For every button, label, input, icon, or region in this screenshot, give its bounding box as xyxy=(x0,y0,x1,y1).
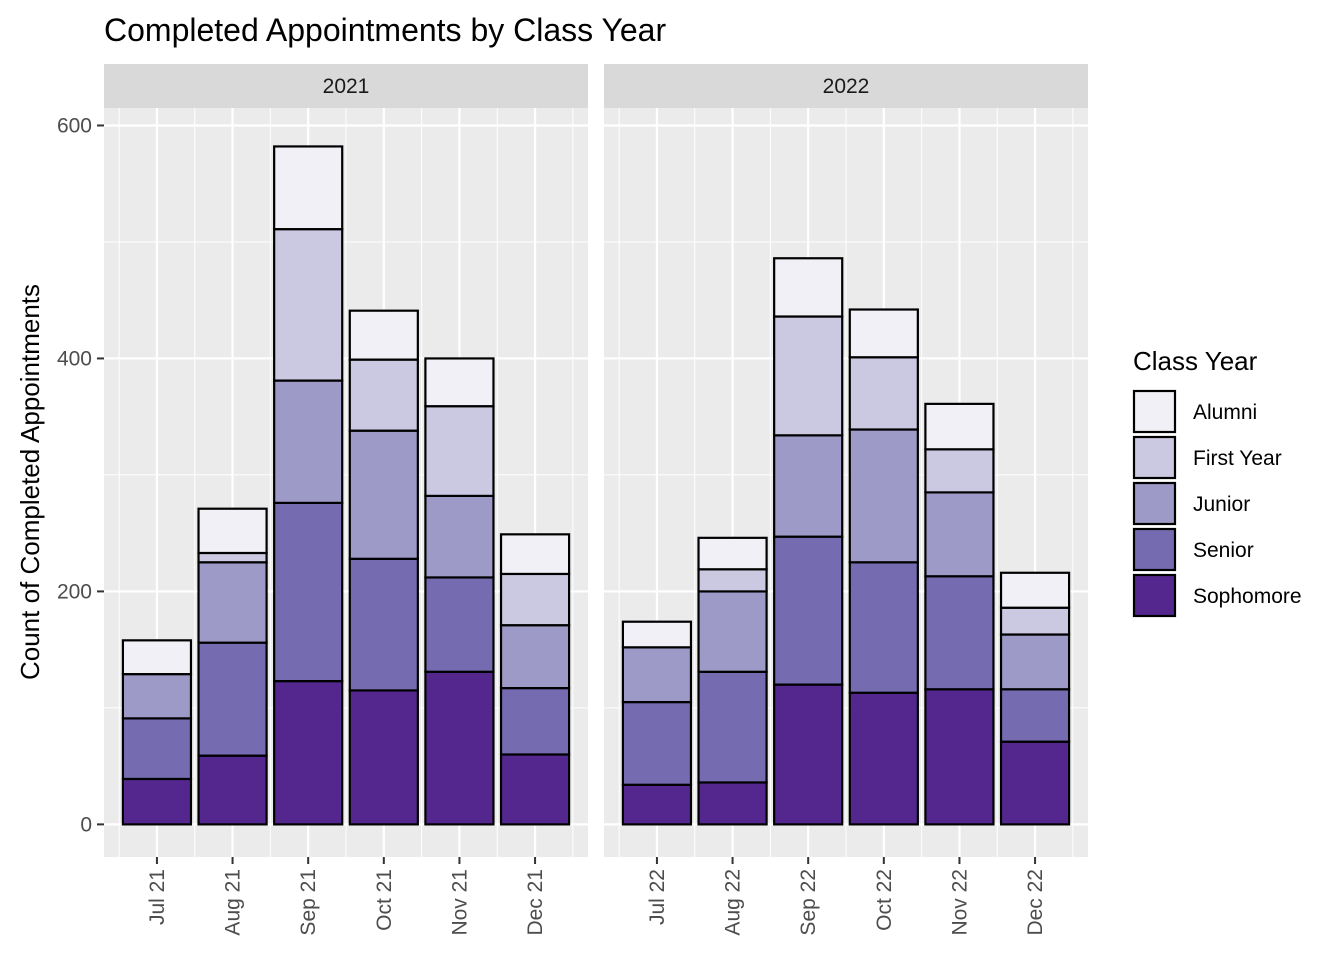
bar-senior xyxy=(273,501,344,683)
legend-label: Junior xyxy=(1193,493,1250,516)
chart-panels: 2021 Jul 21 Aug 21 Sep 21 Oct 21 Nov 21 Dec 21… xyxy=(104,64,1088,936)
bar-alumni xyxy=(197,507,268,555)
bar-alumni xyxy=(621,620,693,649)
bar-sophomore xyxy=(848,691,919,826)
bar-sophomore xyxy=(924,688,995,826)
chart-title: Completed Appointments by Class Year xyxy=(104,12,666,48)
bar-junior xyxy=(773,434,844,538)
bar-senior xyxy=(773,535,844,686)
legend-label: First Year xyxy=(1193,447,1282,470)
bar-first-year xyxy=(197,551,268,564)
bar-sophomore xyxy=(348,689,419,826)
legend-label: Sophomore xyxy=(1193,585,1302,608)
y-axis-title: Count of Completed Appointments xyxy=(15,284,45,680)
bar-alumni xyxy=(924,402,995,451)
y-tick-label: 200 xyxy=(57,580,92,603)
bar-sophomore xyxy=(499,753,571,826)
bar-senior xyxy=(197,641,268,757)
bar-alumni xyxy=(848,308,919,359)
bar-junior xyxy=(499,624,571,690)
legend-key-sophomore xyxy=(1132,573,1177,618)
bar-alumni xyxy=(499,533,571,576)
legend-label: Alumni xyxy=(1193,401,1257,424)
x-tick-label: Aug 21 xyxy=(222,869,245,936)
bar-sophomore xyxy=(121,777,193,826)
y-tick-label: 400 xyxy=(57,347,92,370)
panel-2022: 2022 Jul 22 Aug 22 Sep 22 Oct 22 Nov 22 Dec 22 xyxy=(604,64,1088,936)
bar-first-year xyxy=(773,315,844,437)
bar-junior xyxy=(424,494,495,579)
legend-key-first-year xyxy=(1132,435,1177,480)
bar-sophomore xyxy=(773,683,844,826)
legend-title: Class Year xyxy=(1133,346,1258,376)
bar-sophomore xyxy=(197,754,268,826)
bar-junior xyxy=(348,429,419,560)
y-tick-label: 600 xyxy=(57,114,92,137)
bar-alumni xyxy=(999,571,1071,609)
bar-senior xyxy=(621,700,693,786)
bar-alumni xyxy=(773,257,844,318)
x-tick-label: Aug 22 xyxy=(722,869,745,936)
bar-junior xyxy=(121,673,193,720)
y-axis: 0 200 400 600 xyxy=(57,114,104,836)
bar-sophomore xyxy=(424,670,495,826)
bar-senior xyxy=(999,688,1071,743)
x-tick-label: Sep 22 xyxy=(797,869,820,936)
bar-senior xyxy=(121,717,193,781)
bar-senior xyxy=(924,575,995,691)
x-tick-label: Dec 21 xyxy=(524,869,547,936)
bar-senior xyxy=(424,576,495,673)
bar-first-year xyxy=(848,356,919,431)
bar-first-year xyxy=(924,448,995,494)
bar-junior xyxy=(697,590,768,673)
bar-alumni xyxy=(273,145,344,231)
x-tick-label: Oct 21 xyxy=(373,869,396,931)
legend-key-senior xyxy=(1132,527,1177,572)
facet-strip-label: 2021 xyxy=(323,75,370,98)
bar-first-year xyxy=(424,405,495,497)
bar-junior xyxy=(848,428,919,564)
bar-senior xyxy=(499,686,571,756)
panel-2021: 2021 Jul 21 Aug 21 Sep 21 Oct 21 Nov 21 Dec 21 xyxy=(104,64,588,936)
bar-alumni xyxy=(697,536,768,571)
x-tick-label: Oct 22 xyxy=(873,869,896,931)
bar-alumni xyxy=(424,357,495,408)
bar-first-year xyxy=(697,568,768,593)
bar-first-year xyxy=(273,228,344,382)
bar-junior xyxy=(924,491,995,578)
bar-junior xyxy=(999,633,1071,691)
y-tick-label: 0 xyxy=(80,813,92,836)
facet-strip xyxy=(104,64,588,108)
x-tick-label: Jul 22 xyxy=(646,869,669,925)
legend-key-alumni xyxy=(1132,389,1177,434)
bar-first-year xyxy=(999,606,1071,636)
bar-senior xyxy=(697,670,768,784)
legend-key-junior xyxy=(1132,481,1177,526)
bar-junior xyxy=(197,561,268,644)
facet-strip-label: 2022 xyxy=(823,75,870,98)
x-tick-label: Nov 22 xyxy=(948,869,971,936)
bar-sophomore xyxy=(621,783,693,826)
legend-label: Senior xyxy=(1193,539,1254,562)
bar-sophomore xyxy=(273,680,344,826)
bar-first-year xyxy=(348,358,419,432)
x-tick-label: Jul 21 xyxy=(146,869,169,925)
bar-junior xyxy=(273,379,344,504)
x-tick-label: Sep 21 xyxy=(297,869,320,936)
bar-first-year xyxy=(499,572,571,627)
bar-junior xyxy=(621,646,693,704)
x-tick-label: Dec 22 xyxy=(1024,869,1047,936)
bar-alumni xyxy=(121,639,193,676)
legend: Class Year Alumni First Year Junior Senior S… xyxy=(1132,346,1302,618)
bar-sophomore xyxy=(697,781,768,826)
bar-sophomore xyxy=(999,740,1071,826)
x-tick-label: Nov 21 xyxy=(448,869,471,936)
facet-strip xyxy=(604,64,1088,108)
bar-senior xyxy=(848,561,919,694)
bar-senior xyxy=(348,557,419,692)
bar-alumni xyxy=(348,309,419,361)
